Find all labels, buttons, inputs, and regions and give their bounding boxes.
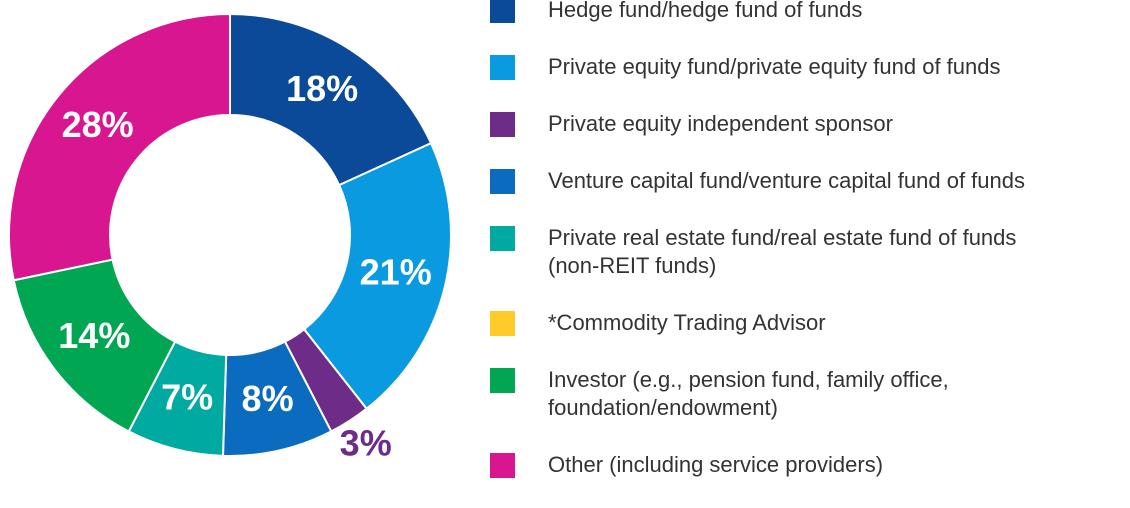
- legend-swatch: [490, 311, 515, 336]
- data-label: 7%: [161, 377, 213, 418]
- legend-item: *Commodity Trading Advisor: [490, 309, 1130, 337]
- legend-item: Other (including service providers): [490, 451, 1130, 479]
- legend: Hedge fund/hedge fund of funds Private eq…: [490, 0, 1130, 508]
- legend-label: *Commodity Trading Advisor: [548, 310, 826, 335]
- data-label: 8%: [242, 378, 294, 419]
- legend-swatch: [490, 169, 515, 194]
- data-label: 14%: [58, 315, 130, 356]
- legend-swatch: [490, 0, 515, 23]
- legend-label: Hedge fund/hedge fund of funds: [548, 0, 863, 22]
- legend-swatch: [490, 368, 515, 393]
- legend-item: Hedge fund/hedge fund of funds: [490, 0, 1130, 24]
- data-label: 3%: [340, 423, 392, 464]
- legend-swatch: [490, 226, 515, 251]
- legend-item: Venture capital fund/venture capital fun…: [490, 167, 1130, 195]
- legend-item: Private equity fund/private equity fund …: [490, 53, 1130, 81]
- donut-slice: [8, 12, 231, 282]
- legend-label: Private real estate fund/real estate fun…: [548, 225, 1017, 278]
- donut-slice: [229, 12, 433, 187]
- data-label: 18%: [286, 68, 358, 109]
- legend-label: Other (including service providers): [548, 452, 884, 477]
- legend-swatch: [490, 55, 515, 80]
- legend-label: Venture capital fund/venture capital fun…: [548, 168, 1025, 193]
- legend-item: Private real estate fund/real estate fun…: [490, 224, 1130, 280]
- donut-slice: [302, 141, 452, 411]
- legend-label: Investor (e.g., pension fund, family off…: [548, 367, 949, 420]
- data-label: 28%: [62, 104, 134, 145]
- legend-label: Private equity fund/private equity fund …: [548, 54, 1001, 79]
- donut-chart: 18% 21% 3% 8% 7% 14% 28%: [8, 12, 452, 464]
- page: {"chart_data": {"type": "donut", "catego…: [8, 0, 1025, 478]
- legend-label: Private equity independent sponsor: [548, 111, 893, 136]
- legend-item: Investor (e.g., pension fund, family off…: [490, 366, 1130, 422]
- legend-swatch: [490, 112, 515, 137]
- legend-item: Private equity independent sponsor: [490, 110, 1130, 138]
- legend-swatch: [490, 453, 515, 478]
- data-label: 21%: [360, 252, 432, 293]
